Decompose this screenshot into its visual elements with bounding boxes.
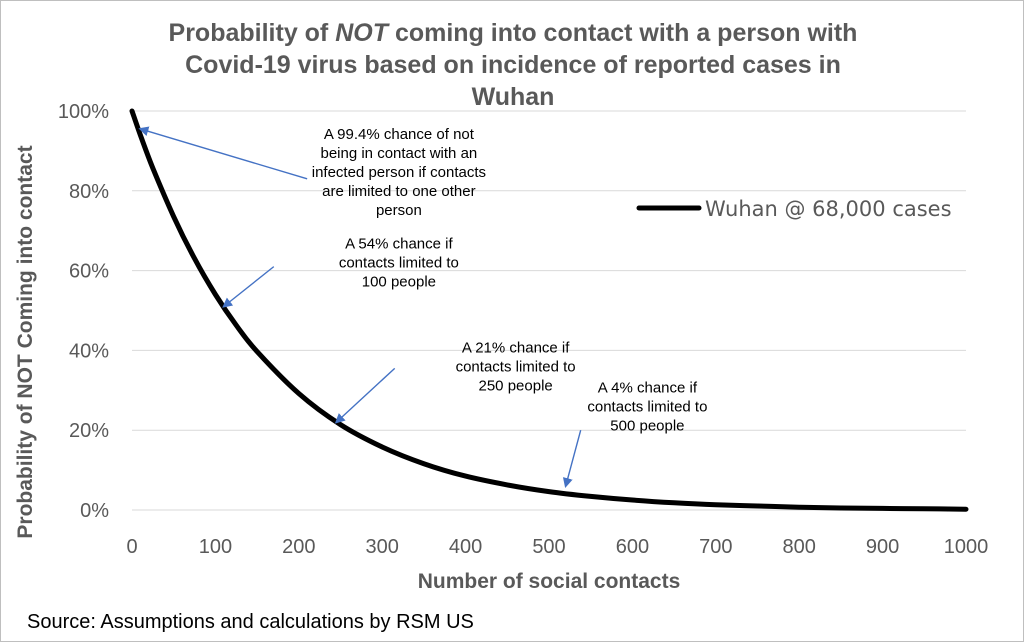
series-line-wuhan [129, 108, 969, 512]
x-tick-label: 200 [282, 536, 315, 558]
chart-title-line: Wuhan [472, 83, 555, 111]
annotation-arrow [334, 367, 396, 424]
annotation-text: A 99.4% chance of not being in contact wi… [312, 126, 486, 219]
annotation-text: A 54% chance if contacts limited to 100 pe… [339, 236, 459, 291]
x-tick-label: 400 [449, 536, 482, 558]
chart-title-line: Covid-19 virus based on incidence of rep… [185, 51, 841, 79]
annotation-text-line: contacts limited to [587, 398, 707, 415]
annotation-text-line: 100 people [362, 274, 436, 291]
x-tick-label: 600 [616, 536, 649, 558]
x-tick-label: 0 [126, 536, 137, 558]
chart-title-segment: Covid-19 virus based on incidence of rep… [185, 51, 841, 79]
annotation: A 21% chance if contacts limited to 250 pe… [334, 339, 576, 424]
annotation-text-line: infected person if contacts [312, 164, 486, 181]
annotation-text-line: A 99.4% chance of not [324, 126, 475, 143]
annotation: A 54% chance if contacts limited to 100 pe… [222, 236, 459, 308]
y-axis-title: Probability of NOT Coming into contact [14, 145, 37, 538]
annotation-text-line: contacts limited to [456, 358, 576, 375]
annotation-text-line: being in contact with an [320, 145, 477, 162]
legend: Wuhan @ 68,000 cases [636, 197, 952, 221]
annotation-arrow [562, 430, 582, 488]
annotation-text-line: A 4% chance if [598, 379, 698, 396]
y-axis-ticks: 0% 20% 40% 60% 80% 100% [58, 101, 109, 522]
annotation-text-line: contacts limited to [339, 255, 459, 272]
x-tick-label: 800 [783, 536, 816, 558]
annotation-arrow [138, 126, 308, 180]
annotation-text-line: 500 people [610, 417, 684, 434]
y-tick-label: 20% [69, 420, 109, 442]
y-tick-label: 60% [69, 261, 109, 283]
source-note: Source: Assumptions and calculations by … [27, 611, 474, 633]
chart-title-segment: NOT [335, 19, 391, 47]
gridlines [132, 110, 966, 511]
y-tick-label: 0% [80, 500, 109, 522]
annotation-text: A 21% chance if contacts limited to 250 pe… [456, 339, 576, 394]
chart-title: Probability of NOT coming into contact w… [169, 19, 858, 111]
x-axis-title: Number of social contacts [418, 570, 681, 593]
chart-title-segment: Wuhan [472, 83, 555, 111]
annotation-text-line: person [376, 202, 422, 219]
x-tick-label: 700 [699, 536, 732, 558]
chart-title-line: Probability of NOT coming into contact w… [169, 19, 858, 47]
annotation-text-line: 250 people [479, 377, 553, 394]
legend-label: Wuhan @ 68,000 cases [705, 197, 952, 221]
annotation-arrow [222, 266, 275, 308]
x-tick-label: 500 [532, 536, 565, 558]
x-tick-label: 100 [199, 536, 232, 558]
x-axis-ticks: 0 100 200 300 400 500 600 700 800 900 1000 [126, 536, 988, 558]
x-tick-label: 1000 [944, 536, 989, 558]
chart-title-segment: coming into contact with a person with [388, 19, 857, 47]
y-tick-label: 40% [69, 340, 109, 362]
x-tick-label: 300 [366, 536, 399, 558]
annotation-text-line: A 54% chance if [345, 236, 453, 253]
x-tick-label: 900 [866, 536, 899, 558]
chart-title-segment: Probability of [169, 19, 336, 47]
annotation-text: A 4% chance if contacts limited to 500 peo… [587, 379, 707, 434]
annotation-text-line: are limited to one other [322, 183, 475, 200]
annotations: A 99.4% chance of not being in contact wi… [138, 126, 707, 488]
annotation-text-line: A 21% chance if [462, 339, 570, 356]
annotation: A 4% chance if contacts limited to 500 peo… [562, 379, 707, 488]
y-tick-label: 80% [69, 181, 109, 203]
y-tick-label: 100% [58, 101, 109, 123]
annotation: A 99.4% chance of not being in contact wi… [138, 126, 486, 219]
